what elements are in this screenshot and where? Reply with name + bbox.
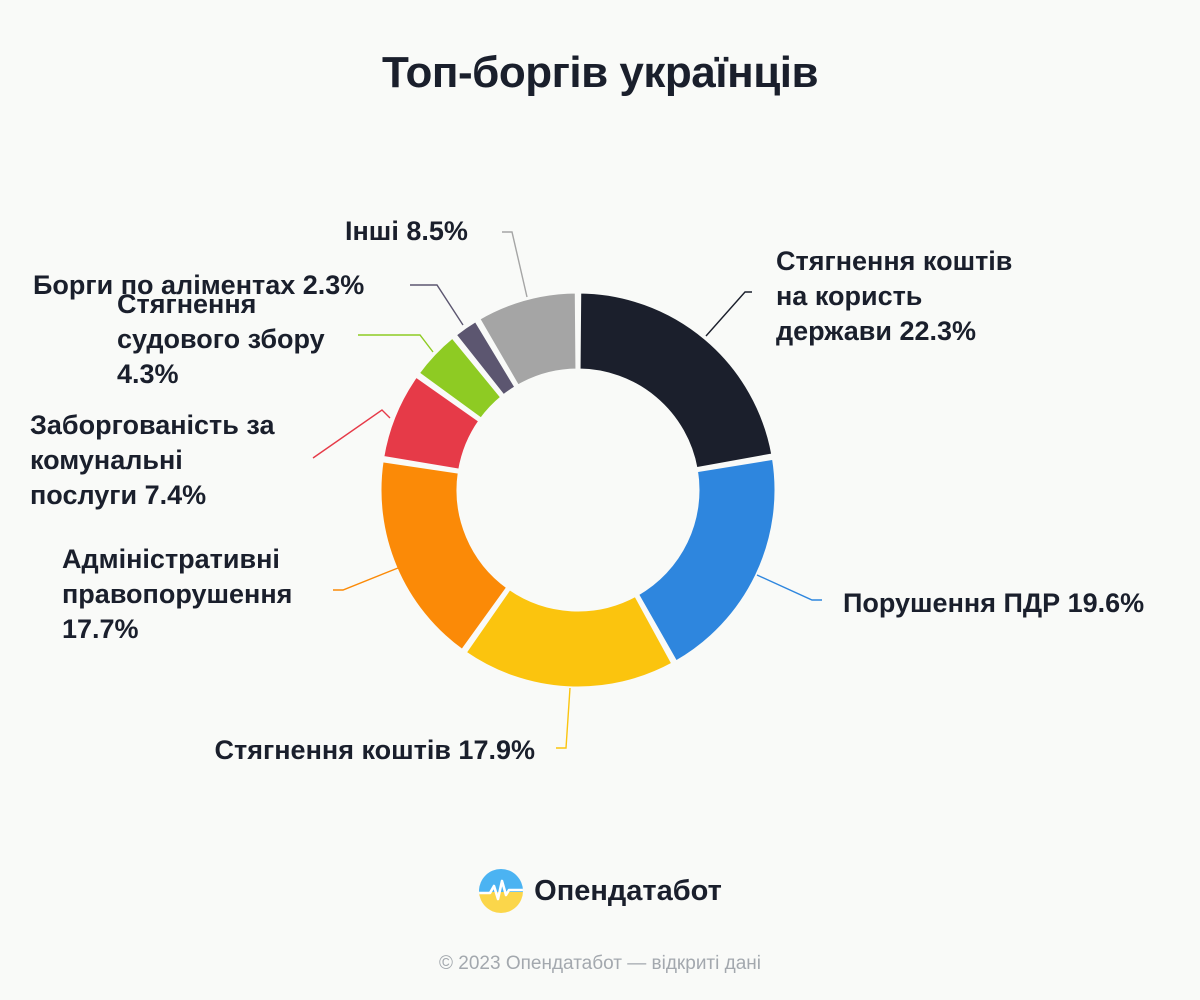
slice-label-line: послуги 7.4% bbox=[30, 480, 206, 510]
leader-line bbox=[358, 334, 434, 353]
copyright-footer: © 2023 Опендатабот — відкриті дані bbox=[439, 953, 761, 974]
slice-label-line: Стягнення коштів bbox=[776, 246, 1012, 276]
slice-label-line: Порушення ПДР 19.6% bbox=[843, 588, 1144, 618]
slice-label-line: Стягнення коштів 17.9% bbox=[215, 735, 535, 765]
slice-label: Порушення ПДР 19.6% bbox=[843, 588, 1144, 618]
leader-line bbox=[556, 687, 571, 749]
slice-label-line: на користь bbox=[776, 281, 922, 311]
slice-label-line: судового збору bbox=[117, 324, 325, 354]
leader-line bbox=[333, 567, 399, 591]
donut-slice bbox=[378, 459, 510, 653]
slice-label: Борги по аліментах 2.3% bbox=[33, 270, 364, 300]
brand-name: Опендатабот bbox=[534, 874, 722, 907]
chart-title: Топ-боргів українців bbox=[381, 48, 819, 97]
slice-label: Заборгованість за комунальні послуги 7.4% bbox=[30, 410, 275, 510]
slice-label-line: комунальні bbox=[30, 445, 183, 475]
leader-line bbox=[312, 409, 391, 459]
slice-label-line: Стягнення bbox=[117, 289, 256, 319]
slice-label-line: Заборгованість за bbox=[30, 410, 275, 440]
slice-label-line: 4.3% bbox=[117, 359, 179, 389]
leader-line bbox=[756, 574, 822, 601]
leader-line bbox=[705, 291, 752, 337]
brand: Опендатабот bbox=[0, 868, 1200, 914]
opendatabot-logo-icon bbox=[479, 869, 524, 913]
slice-label-line: правопорушення bbox=[62, 579, 292, 609]
slice-label-line: 17.7% bbox=[62, 614, 139, 644]
donut-slice bbox=[463, 587, 675, 690]
slice-label: Стягнення коштів 17.9% bbox=[215, 735, 535, 765]
donut-slice bbox=[635, 456, 778, 664]
slice-label-line: держави 22.3% bbox=[776, 316, 976, 346]
slice-label: Адміністративні правопорушення 17.7% bbox=[62, 544, 292, 644]
donut-slice bbox=[381, 374, 482, 472]
slice-label: Інші 8.5% bbox=[345, 216, 468, 246]
leader-line bbox=[410, 284, 464, 326]
slice-label: Стягнення судового збору 4.3% bbox=[117, 289, 325, 389]
slice-label-line: Борги по аліментах 2.3% bbox=[33, 270, 364, 300]
donut-slice bbox=[477, 290, 579, 388]
donut-slice bbox=[577, 290, 775, 471]
donut-slice bbox=[453, 318, 518, 398]
slice-label-line: Інші 8.5% bbox=[345, 216, 468, 246]
slice-label: Стягнення коштів на користь держави 22.3% bbox=[776, 246, 1012, 346]
donut-slice bbox=[416, 335, 504, 421]
leader-line bbox=[502, 231, 528, 298]
slice-label-line: Адміністративні bbox=[62, 544, 280, 574]
